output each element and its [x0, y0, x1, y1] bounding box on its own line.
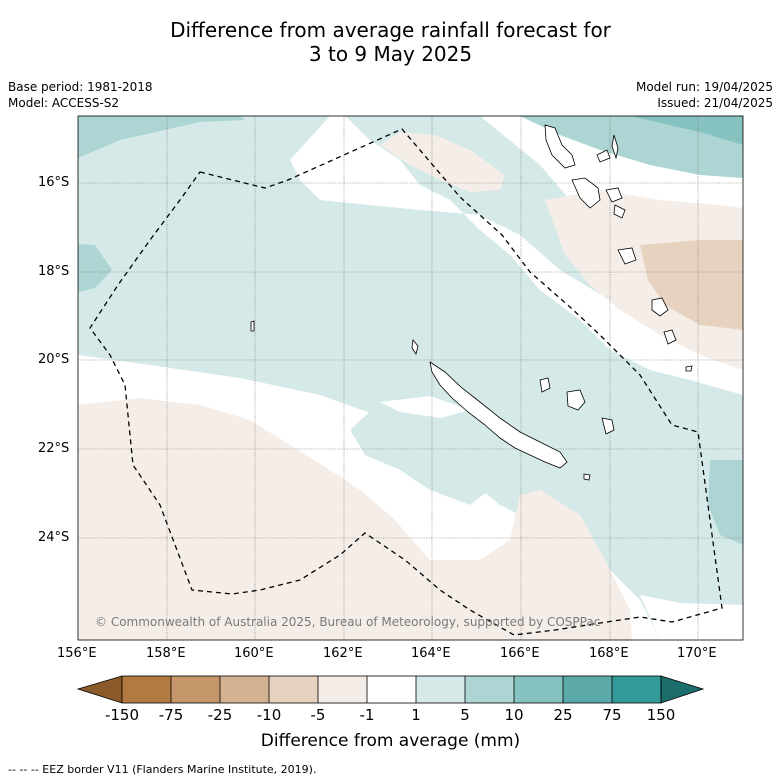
colorbar-tick-10: 25 — [553, 706, 573, 724]
colorbar-title: Difference from average (mm) — [260, 731, 521, 751]
colorbar-bin-10 — [563, 676, 612, 703]
colorbar-bin-7 — [416, 676, 465, 703]
erromango-island — [651, 297, 669, 317]
landmasses — [250, 124, 693, 481]
colorbar-extend-low — [76, 675, 123, 704]
colorbar-tick-8: 5 — [460, 706, 470, 724]
lat-label-22s: 22°S — [38, 441, 70, 456]
meta-right: Model run: 19/04/2025 Issued: 21/04/2025 — [636, 79, 773, 111]
colorbar-tick-9: 10 — [504, 706, 524, 724]
model-run: Model run: 19/04/2025 — [635, 80, 773, 94]
espiritu-santo-island — [544, 124, 576, 169]
colorbar-tick-2: -75 — [158, 706, 184, 724]
epi-island — [613, 204, 626, 219]
eez-footnote: -- -- -- EEZ border V11 (Flanders Marine… — [8, 763, 317, 776]
copyright-text: © Commonwealth of Australia 2025, Bureau… — [95, 615, 600, 629]
ambrym-island — [605, 187, 623, 203]
colorbar-tick-4: -10 — [256, 706, 282, 724]
map-frame — [77, 115, 744, 641]
lon-label-170e: 170°E — [677, 646, 717, 661]
lifou-island — [566, 389, 586, 411]
colorbar-bin-8 — [465, 676, 514, 703]
colorbar-bin-3 — [220, 676, 269, 703]
model-name: Model: ACCESS-S2 — [8, 96, 120, 110]
base-period: Base period: 1981-2018 — [8, 80, 153, 94]
colorbar-bin-9 — [514, 676, 563, 703]
field-dry-east — [545, 190, 743, 370]
eez-border — [89, 128, 723, 636]
title-line-2: 3 to 9 May 2025 — [308, 42, 473, 66]
field-wet-centre — [350, 392, 520, 505]
colorbar-bin-4 — [269, 676, 318, 703]
lon-label-156e: 156°E — [57, 646, 97, 661]
colorbar-bin-2 — [171, 676, 220, 703]
mare-island — [601, 417, 615, 435]
lat-label-16s: 16°S — [38, 175, 70, 190]
meta-left: Base period: 1981-2018 Model: ACCESS-S2 — [8, 79, 153, 111]
field-dry-east-core — [640, 240, 743, 330]
lat-label-24s: 24°S — [38, 530, 70, 545]
pentecost-island — [611, 134, 619, 160]
belep-islands — [411, 339, 419, 355]
lon-label-160e: 160°E — [234, 646, 274, 661]
colorbar-extend-high — [660, 675, 705, 704]
lon-label-168e: 168°E — [589, 646, 629, 661]
colorbar-tick-1: -150 — [104, 706, 140, 724]
colorbar-tick-5: -5 — [310, 706, 326, 724]
field-wet-ne-core — [630, 116, 743, 145]
colorbar-tick-6: -1 — [359, 706, 375, 724]
map-title: Difference from average rainfall forecas… — [0, 18, 781, 66]
maewo-island — [596, 149, 611, 163]
lon-label-158e: 158°E — [146, 646, 186, 661]
colorbar-bin-11 — [612, 676, 661, 703]
lat-label-18s: 18°S — [38, 264, 70, 279]
field-dry-north — [380, 132, 505, 192]
field-neutral-north — [290, 116, 743, 395]
lon-label-166e: 166°E — [500, 646, 540, 661]
tanna-island — [663, 329, 677, 345]
field-wet-nw — [78, 116, 245, 158]
colorbar-outline — [121, 675, 662, 704]
colorbar-tick-3: -25 — [207, 706, 233, 724]
malekula-island — [571, 177, 601, 209]
colorbar-tick-11: 75 — [602, 706, 622, 724]
ouvea-island — [539, 377, 551, 393]
field-wet-west — [78, 244, 112, 292]
colorbar-bin-5 — [318, 676, 367, 703]
graticule — [78, 116, 743, 640]
aneityum-island — [685, 365, 693, 372]
lon-label-164e: 164°E — [411, 646, 451, 661]
isle-of-pines — [583, 473, 591, 481]
colorbar-tick-7: 1 — [411, 706, 421, 724]
lat-label-20s: 20°S — [38, 352, 70, 367]
field-neutral-lagoon — [380, 396, 470, 418]
field-wet-ne — [520, 116, 743, 178]
colorbar-bin-1 — [122, 676, 171, 703]
field-neutral-se — [640, 595, 743, 640]
field-dry-south — [78, 398, 632, 640]
issued-date: Issued: 21/04/2025 — [657, 96, 773, 110]
lon-label-162e: 162°E — [323, 646, 363, 661]
colorbar-dividers — [170, 676, 613, 703]
colorbar-bin-6 — [367, 676, 416, 703]
efate-island — [617, 247, 637, 265]
colorbar — [76, 675, 705, 704]
title-line-1: Difference from average rainfall forecas… — [170, 18, 611, 42]
rainfall-field — [78, 116, 743, 640]
colorbar-tick-12: 150 — [646, 706, 676, 724]
field-wet-east — [708, 460, 743, 545]
rennell-island — [250, 320, 255, 332]
new-caledonia-island — [429, 361, 568, 469]
